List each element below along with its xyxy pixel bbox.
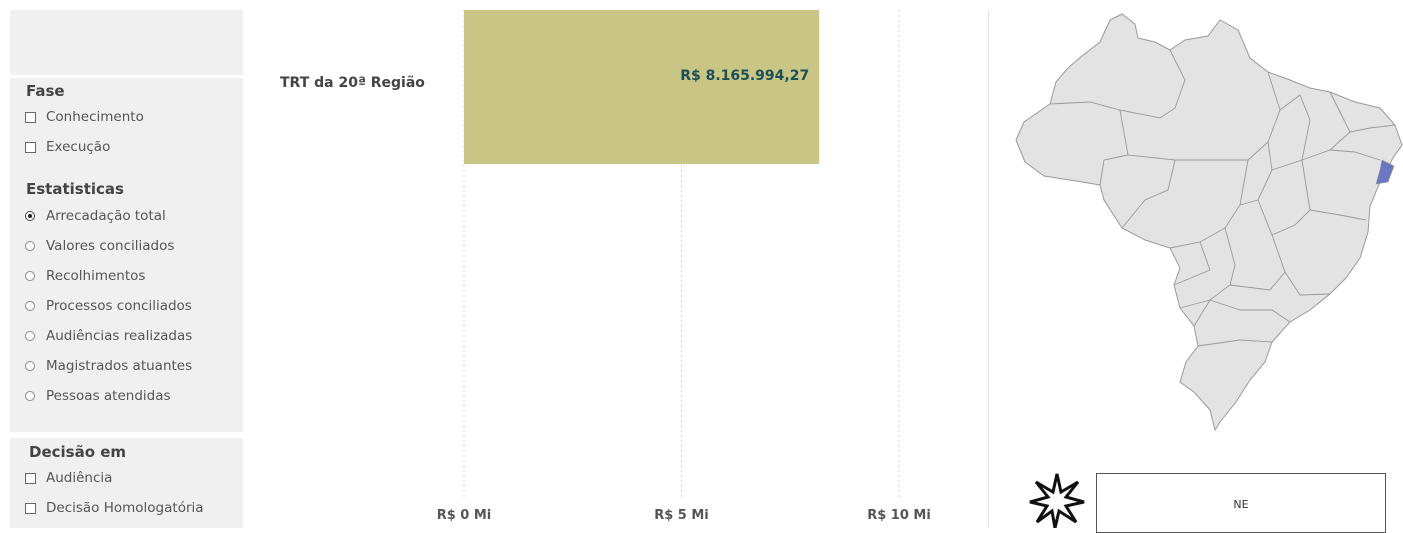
x-tick-label: R$ 5 Mi [654, 508, 709, 523]
stat-option-valores-conciliados[interactable]: Valores conciliados [25, 237, 174, 255]
category-label: TRT da 20ª Região [280, 75, 425, 91]
option-label: Recolhimentos [46, 268, 146, 284]
fase-option-conhecimento[interactable]: Conhecimento [25, 108, 144, 126]
bar-value-label: R$ 8.165.994,27 [680, 68, 809, 84]
decisao-option-audiencia[interactable]: Audiência [25, 469, 112, 487]
option-label: Processos conciliados [46, 298, 192, 314]
filter-panel-top [10, 10, 243, 75]
state-border [1271, 94, 1311, 171]
chart-category-labels: TRT da 20ª Região [280, 75, 425, 91]
brazil-map[interactable] [1010, 10, 1403, 435]
option-label: Valores conciliados [46, 238, 175, 254]
state-border [1197, 339, 1273, 347]
x-tick-label: R$ 10 Mi [867, 508, 931, 523]
state-sergipe-highlighted[interactable] [1375, 159, 1395, 185]
stat-option-recolhimentos[interactable]: Recolhimentos [25, 267, 145, 285]
filter-panel-bottom [10, 438, 243, 528]
region-label: NE [1233, 498, 1249, 511]
state-border [1229, 271, 1286, 291]
state-border [1239, 141, 1273, 206]
x-tick-label: R$ 0 Mi [437, 508, 492, 523]
chart-bars[interactable] [464, 10, 820, 164]
option-label: Arrecadação total [46, 208, 166, 224]
section-divider [988, 10, 989, 528]
estatisticas-filter-title: Estatisticas [26, 180, 124, 198]
bar[interactable] [464, 10, 820, 164]
state-border [1209, 299, 1291, 323]
checkbox-icon[interactable] [25, 472, 36, 484]
fase-option-execucao[interactable]: Execução [25, 138, 110, 156]
state-border [1127, 71, 1281, 161]
checkbox-icon[interactable] [25, 502, 36, 514]
chart-x-axis: R$ 0 Mi R$ 5 Mi R$ 10 Mi [437, 508, 931, 523]
stat-option-magistrados-atuantes[interactable]: Magistrados atuantes [25, 357, 192, 375]
option-label: Conhecimento [46, 109, 144, 125]
stat-option-arrecadacao-total[interactable]: Arrecadação total [25, 207, 166, 225]
option-label: Decisão Homologatória [46, 500, 204, 516]
decisao-option-decisao-homologatoria[interactable]: Decisão Homologatória [25, 499, 204, 517]
filter-panel-main [10, 78, 243, 432]
radio-icon[interactable] [25, 301, 35, 311]
radio-icon[interactable] [25, 271, 35, 281]
state-border [1173, 241, 1211, 286]
state-border [1309, 209, 1367, 221]
option-label: Execução [46, 139, 111, 155]
checkbox-icon[interactable] [25, 111, 36, 123]
option-label: Pessoas atendidas [46, 388, 171, 404]
stat-option-audiencias-realizadas[interactable]: Audiências realizadas [25, 327, 192, 345]
state-border [1349, 124, 1396, 133]
brazil-outline [1015, 13, 1403, 432]
stat-option-processos-conciliados[interactable]: Processos conciliados [25, 297, 192, 315]
state-border [1099, 109, 1129, 186]
bar-chart: TRT da 20ª Região R$ 8.165.994,27 R$ 0 M… [280, 10, 931, 523]
radio-icon[interactable] [25, 241, 35, 251]
compass-icon [1029, 473, 1085, 528]
state-border [1121, 159, 1176, 229]
option-label: Magistrados atuantes [46, 358, 193, 374]
fase-filter-title: Fase [26, 82, 65, 100]
state-border [1049, 49, 1186, 119]
radio-icon[interactable] [25, 361, 35, 371]
checkbox-icon[interactable] [25, 141, 36, 153]
radio-icon[interactable] [25, 331, 35, 341]
decisao-filter-title: Decisão em [29, 443, 127, 461]
chart-value-labels: R$ 8.165.994,27 [680, 68, 809, 84]
region-indicator-box[interactable]: NE [1096, 473, 1386, 533]
option-label: Audiência [46, 470, 113, 486]
option-label: Audiências realizadas [46, 328, 193, 344]
state-border [1193, 299, 1211, 327]
stat-option-pessoas-atendidas[interactable]: Pessoas atendidas [25, 387, 171, 405]
radio-selected-icon[interactable] [25, 211, 35, 221]
state-border [1271, 234, 1331, 296]
brazil-states[interactable] [1015, 13, 1403, 432]
state-border [1257, 159, 1311, 236]
radio-icon[interactable] [25, 391, 35, 401]
state-border [1329, 149, 1381, 161]
state-border [1301, 91, 1351, 161]
